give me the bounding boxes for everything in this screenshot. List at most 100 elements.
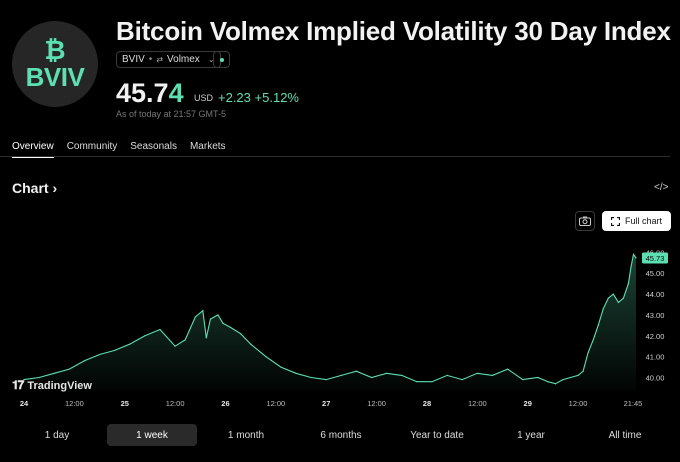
x-tick-label: 28	[423, 399, 431, 408]
dot-separator: •	[148, 54, 153, 65]
range-1-year[interactable]: 1 year	[517, 429, 545, 441]
data-point	[205, 337, 207, 339]
data-point	[68, 368, 70, 370]
x-tick-label: 21:45	[624, 399, 643, 408]
full-chart-button[interactable]: Full chart	[602, 211, 671, 231]
y-tick-label: 45.00	[646, 269, 665, 278]
full-chart-label: Full chart	[624, 216, 662, 226]
data-point	[627, 283, 630, 285]
data-point	[229, 326, 232, 329]
x-tick-label: 12:00	[468, 399, 487, 408]
embed-code-icon[interactable]: </>	[654, 182, 669, 193]
snapshot-button[interactable]	[575, 211, 595, 231]
data-point	[38, 376, 40, 379]
data-point	[635, 257, 637, 259]
section-tabs: Overview Community Seasonals Markets	[12, 141, 239, 158]
data-point	[592, 339, 594, 341]
chevron-right-icon: ›	[52, 180, 58, 196]
tab-seasonals[interactable]: Seasonals	[130, 141, 177, 152]
data-point	[159, 328, 161, 331]
chart-series-line	[23, 253, 637, 385]
y-tick-label: 40.00	[646, 373, 665, 382]
data-point	[446, 374, 448, 376]
data-point	[23, 378, 25, 381]
symbol-badge[interactable]: BVIV • ⇄ Volmex ⌄	[116, 51, 221, 68]
x-tick-label: 24	[20, 399, 29, 408]
data-point	[355, 370, 358, 372]
change-abs: +2.23	[218, 90, 251, 105]
data-point	[602, 308, 604, 310]
tab-overview[interactable]: Overview	[12, 141, 54, 158]
exchange-icon: ⇄	[156, 55, 164, 64]
data-point	[129, 343, 131, 345]
data-point	[401, 374, 403, 376]
x-tick-label: 29	[524, 399, 532, 408]
data-point	[506, 368, 509, 370]
data-point	[53, 372, 55, 374]
x-tick-label: 12:00	[65, 399, 84, 408]
data-point	[582, 370, 584, 372]
last-value-label: 45.73	[646, 254, 665, 263]
currency-label: USD	[194, 93, 214, 103]
change-pct: +5.12%	[254, 90, 299, 105]
price-main: 45.7	[116, 78, 169, 108]
badge-exchange: Volmex	[167, 54, 200, 65]
range-1-day[interactable]: 1 day	[44, 429, 70, 441]
data-point	[431, 381, 433, 383]
tab-markets[interactable]: Markets	[189, 141, 226, 152]
data-point	[98, 353, 101, 356]
data-point	[522, 378, 524, 381]
data-point	[194, 316, 196, 318]
data-point	[461, 378, 463, 381]
x-tick-label: 12:00	[367, 399, 386, 408]
data-point	[416, 381, 418, 383]
tradingview-icon: 𝟏𝟕	[12, 378, 24, 392]
data-point	[217, 314, 219, 316]
range-year-to-date[interactable]: Year to date	[410, 429, 464, 441]
chart-area-fill	[24, 254, 636, 390]
data-point	[340, 374, 342, 376]
data-point	[587, 351, 589, 354]
range-1-week[interactable]: 1 week	[107, 424, 197, 446]
y-tick-label: 41.00	[646, 353, 665, 362]
time-range-selector: 1 day 1 week 1 month 6 months Year to da…	[0, 424, 680, 446]
tradingview-logo[interactable]: 𝟏𝟕 TradingView	[12, 378, 92, 393]
logo-ticker: BVIV	[25, 62, 85, 92]
data-point	[265, 356, 267, 358]
y-tick-label: 42.00	[646, 332, 665, 341]
data-point	[325, 378, 327, 381]
fullscreen-icon	[610, 216, 620, 226]
data-point	[250, 343, 252, 345]
data-point	[597, 324, 599, 326]
data-point	[577, 374, 579, 376]
data-point	[202, 310, 204, 312]
price-last-digit: 4	[168, 78, 184, 108]
page-title: Bitcoin Volmex Implied Volatility 30 Day…	[116, 16, 671, 46]
y-tick-label: 44.00	[646, 290, 665, 299]
as-of-timestamp: As of today at 21:57 GMT-5	[116, 109, 227, 119]
range-6-months[interactable]: 6 months	[320, 429, 362, 441]
data-point	[630, 266, 632, 268]
data-point	[222, 322, 224, 324]
x-tick-label: 27	[322, 399, 330, 408]
tab-community[interactable]: Community	[66, 141, 118, 152]
range-all-time[interactable]: All time	[608, 429, 642, 441]
data-point	[537, 376, 539, 379]
x-tick-label: 26	[221, 399, 229, 408]
chart-title-label: Chart	[12, 180, 49, 196]
data-point	[83, 360, 86, 362]
x-tick-label: 25	[121, 399, 129, 408]
data-point	[370, 376, 373, 379]
tradingview-label: TradingView	[27, 379, 92, 392]
last-value-marker	[642, 252, 668, 264]
chevron-down-icon: ⌄	[207, 55, 215, 64]
badge-ticker: BVIV	[122, 54, 145, 65]
y-tick-label: 43.00	[646, 311, 665, 320]
data-point	[617, 301, 619, 303]
range-1-month[interactable]: 1 month	[227, 429, 265, 441]
chart-section-title[interactable]: Chart ›	[12, 180, 57, 196]
price-value: 45.74	[116, 78, 184, 109]
data-point	[295, 372, 297, 374]
asset-logo: ₿ BVIV	[12, 21, 98, 107]
